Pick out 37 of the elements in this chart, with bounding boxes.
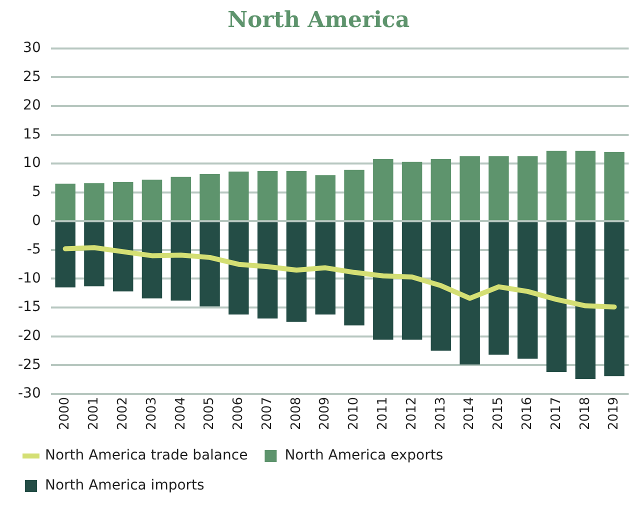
y-tick-label: -15 bbox=[18, 299, 41, 316]
x-tick-label: 2004 bbox=[173, 396, 188, 430]
x-tick-label: 2006 bbox=[231, 396, 246, 430]
x-tick-label: 2001 bbox=[86, 396, 102, 430]
x-tick-label: 2012 bbox=[404, 396, 420, 430]
x-tick-label: 2016 bbox=[520, 396, 535, 430]
y-tick-label: -5 bbox=[26, 242, 41, 258]
x-tick-label: 2015 bbox=[491, 396, 506, 430]
x-tick-label: 2013 bbox=[433, 396, 448, 430]
y-tick-label: 20 bbox=[23, 98, 41, 114]
x-tick-label: 2008 bbox=[288, 396, 304, 430]
x-tick-label: 2007 bbox=[260, 396, 275, 430]
x-tick-label: 2011 bbox=[376, 396, 391, 430]
x-tick-label: 2003 bbox=[144, 396, 160, 430]
y-tick-label: 10 bbox=[23, 155, 41, 172]
y-tick-label: -25 bbox=[18, 356, 41, 373]
y-tick-label: -10 bbox=[18, 270, 41, 286]
x-tick-label: 2018 bbox=[578, 396, 593, 430]
y-tick-label: 15 bbox=[23, 126, 41, 142]
y-tick-label: 5 bbox=[32, 184, 41, 200]
x-tick-label: 2010 bbox=[346, 396, 362, 430]
x-tick-label: 2002 bbox=[115, 396, 130, 430]
y-tick-label: 25 bbox=[23, 68, 41, 85]
x-tick-label: 2019 bbox=[606, 396, 622, 430]
x-tick-label: 2009 bbox=[318, 396, 333, 430]
legend-label: North America exports bbox=[284, 448, 444, 464]
legend-label: North America imports bbox=[45, 478, 204, 494]
legend-label: North America trade balance bbox=[45, 448, 248, 464]
y-tick-label: -20 bbox=[18, 328, 41, 344]
chart-title: North America bbox=[227, 6, 410, 33]
x-tick-label: 2017 bbox=[548, 396, 564, 430]
y-tick-label: 0 bbox=[32, 212, 41, 229]
x-tick-label: 2005 bbox=[202, 396, 218, 430]
x-tick-label: 2014 bbox=[462, 396, 478, 430]
y-tick-label: -30 bbox=[18, 386, 41, 402]
y-tick-label: 30 bbox=[23, 40, 41, 56]
x-tick-label: 2000 bbox=[58, 396, 73, 430]
